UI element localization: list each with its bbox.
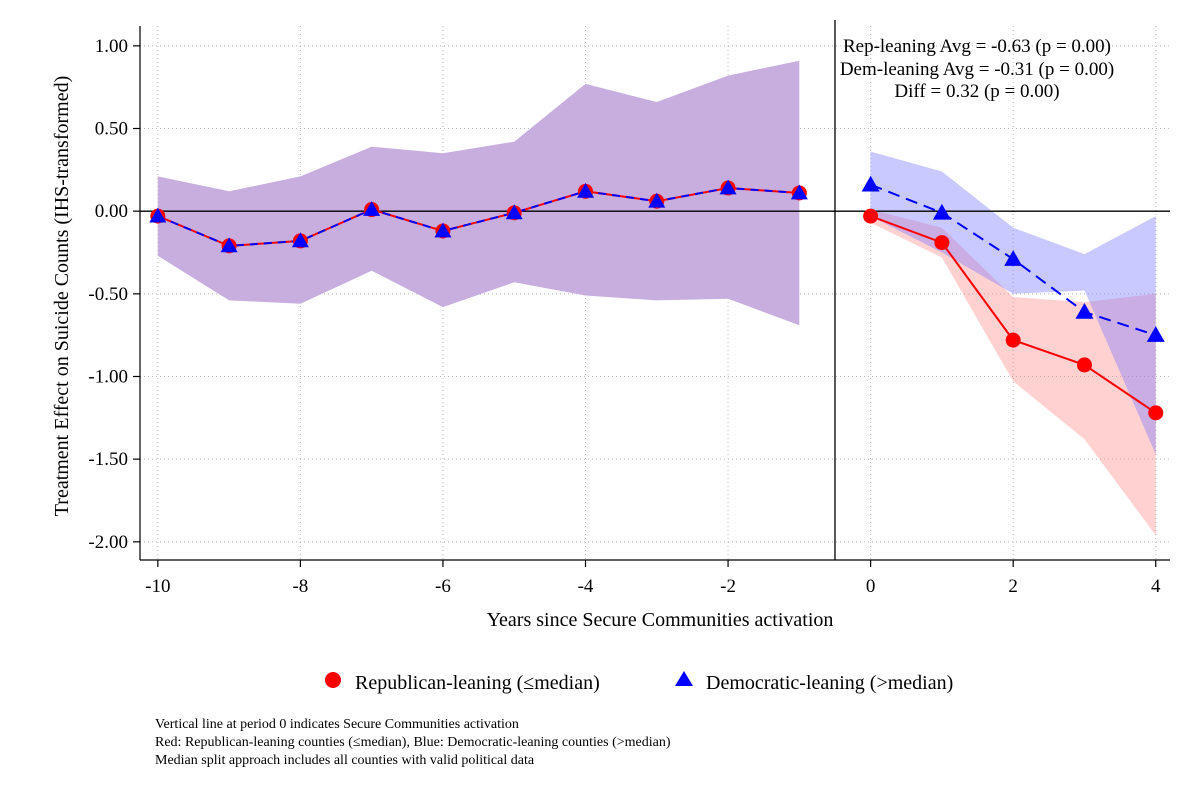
marker-democratic bbox=[1004, 250, 1023, 266]
marker-democratic bbox=[1146, 326, 1165, 342]
pre-period-marker-democratic bbox=[648, 192, 666, 208]
x-tick-label: -2 bbox=[720, 576, 736, 597]
marker-democratic bbox=[932, 203, 951, 220]
axes: 1.00 0.50 0.00 -0.50 -1.00 -1.50 -2.00 -10 -8 -6 -… bbox=[88, 26, 1170, 597]
reference-lines bbox=[140, 20, 1170, 560]
marker-democratic bbox=[861, 175, 880, 192]
annotation-dem-avg: Dem-leaning Avg = -0.31 (p = 0.00) bbox=[840, 59, 1114, 80]
y-tick-label: 0.50 bbox=[95, 119, 128, 140]
y-axis-title: Treatment Effect on Suicide Counts (IHS-… bbox=[51, 76, 73, 516]
marker-republican bbox=[1005, 332, 1021, 348]
pre-period-marker-democratic bbox=[149, 207, 167, 223]
x-tick-label: -4 bbox=[578, 576, 594, 597]
y-tick-label: 1.00 bbox=[95, 36, 128, 57]
x-tick-label: 2 bbox=[1008, 576, 1018, 597]
y-tick-label: -1.00 bbox=[88, 366, 128, 387]
footnote-2: Red: Republican-leaning counties (≤media… bbox=[155, 735, 671, 750]
stats-annotation: Rep-leaning Avg = -0.63 (p = 0.00) Dem-l… bbox=[840, 36, 1114, 102]
legend-label-democratic: Democratic-leaning (>median) bbox=[706, 672, 953, 694]
x-tick-label: 4 bbox=[1151, 576, 1161, 597]
pre-period-marker-democratic bbox=[363, 201, 381, 216]
pre-period-marker-democratic bbox=[434, 222, 452, 238]
legend-label-republican: Republican-leaning (≤median) bbox=[355, 672, 600, 694]
y-tick-label: -1.50 bbox=[88, 449, 128, 470]
x-axis-title: Years since Secure Communities activatio… bbox=[487, 609, 834, 631]
pre-period-line-democratic bbox=[157, 186, 800, 247]
y-tick-label: -2.00 bbox=[88, 532, 128, 553]
series-markers bbox=[149, 175, 1165, 421]
footnote-3: Median split approach includes all count… bbox=[155, 753, 535, 768]
ci-band-republican bbox=[870, 209, 1156, 536]
marker-republican bbox=[863, 208, 879, 224]
x-tick-label: 0 bbox=[866, 576, 876, 597]
ci-band-pre-period bbox=[157, 60, 800, 326]
y-tick-label: -0.50 bbox=[88, 284, 128, 305]
x-tick-label: -6 bbox=[435, 576, 451, 597]
marker-republican bbox=[1076, 357, 1092, 373]
confidence-bands bbox=[157, 60, 1156, 536]
y-tick-label: 0.00 bbox=[95, 201, 128, 222]
ci-band-democratic bbox=[870, 151, 1156, 455]
marker-republican bbox=[1148, 405, 1164, 421]
legend-marker-democratic bbox=[675, 671, 693, 686]
x-tick-label: -10 bbox=[145, 576, 170, 597]
annotation-rep-avg: Rep-leaning Avg = -0.63 (p = 0.00) bbox=[843, 36, 1111, 57]
marker-democratic bbox=[1075, 303, 1094, 319]
footnotes: Vertical line at period 0 indicates Secu… bbox=[155, 717, 671, 768]
pre-period-marker-democratic bbox=[220, 237, 238, 253]
pre-period-marker-democratic bbox=[719, 179, 737, 195]
annotation-diff: Diff = 0.32 (p = 0.00) bbox=[894, 81, 1059, 102]
pre-period-marker-democratic bbox=[505, 204, 523, 220]
pre-period-marker-democratic bbox=[790, 184, 808, 200]
marker-republican bbox=[934, 235, 950, 251]
x-tick-label: -8 bbox=[292, 576, 308, 597]
pre-period-marker-democratic bbox=[291, 232, 309, 248]
footnote-1: Vertical line at period 0 indicates Secu… bbox=[155, 717, 519, 732]
legend: Republican-leaning (≤median) Democratic-… bbox=[325, 671, 953, 694]
pre-period-marker-democratic bbox=[577, 182, 595, 198]
legend-marker-republican bbox=[325, 672, 341, 688]
